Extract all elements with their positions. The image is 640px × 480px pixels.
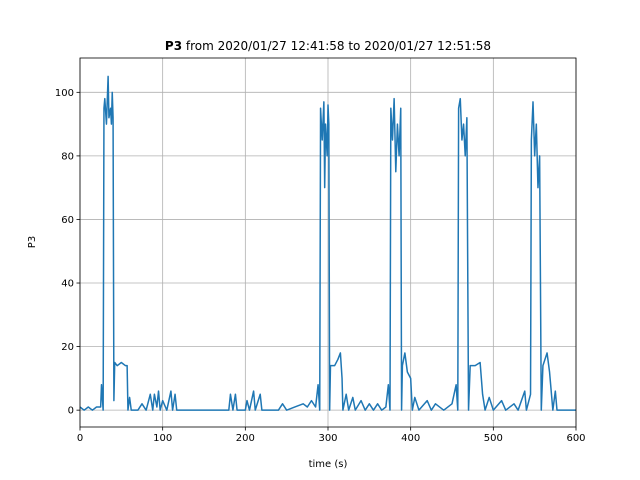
- x-tick-label: 400: [401, 433, 420, 444]
- y-tick-label: 60: [61, 215, 74, 226]
- x-tick-label: 100: [153, 433, 172, 444]
- chart-title: P3 from 2020/01/27 12:41:58 to 2020/01/2…: [165, 39, 491, 53]
- x-tick-label: 500: [484, 433, 503, 444]
- title-rest: from 2020/01/27 12:41:58 to 2020/01/27 1…: [186, 39, 491, 53]
- y-tick-label: 40: [61, 279, 74, 290]
- y-axis-label: P3: [27, 236, 38, 248]
- x-tick-label: 300: [318, 433, 337, 444]
- x-tick-label: 0: [77, 433, 83, 444]
- x-axis-label: time (s): [309, 459, 348, 470]
- title-bold: P3: [165, 39, 182, 53]
- y-tick-label: 0: [68, 406, 74, 417]
- y-tick-label: 20: [61, 342, 74, 353]
- plot-frame: [79, 57, 577, 428]
- x-tick-label: 200: [236, 433, 255, 444]
- y-tick-label: 100: [55, 88, 74, 99]
- y-tick-label: 80: [61, 151, 74, 162]
- x-tick-label: 600: [566, 433, 585, 444]
- data-line: [79, 75, 576, 411]
